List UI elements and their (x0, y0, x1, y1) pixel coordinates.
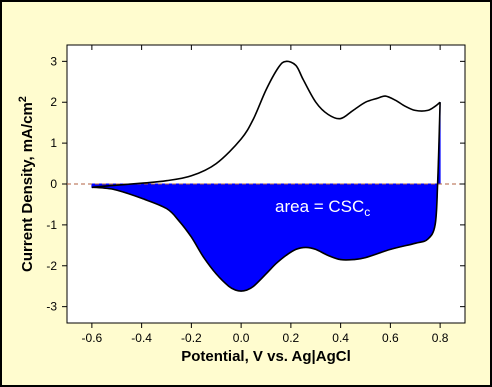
x-tick-label: 0.6 (382, 331, 399, 345)
y-axis-title: Current Density, mA/cm2 (17, 96, 36, 272)
cathodic-curve (91, 102, 441, 292)
area-annotation: area = CSCc (275, 197, 370, 219)
x-tick-label: 0.2 (283, 331, 300, 345)
x-tick-label: -0.6 (82, 331, 103, 345)
y-tick-label: -3 (46, 300, 57, 314)
y-tick-label: -1 (46, 218, 57, 232)
y-tick-label: 3 (50, 54, 57, 68)
x-axis-title: Potential, V vs. Ag|AgCl (181, 348, 351, 365)
x-tick-label: -0.4 (131, 331, 152, 345)
x-tick-label: -0.2 (181, 331, 202, 345)
y-tick-label: 0 (50, 177, 57, 191)
y-tick-label: 2 (50, 95, 57, 109)
x-tick-label: 0.8 (432, 331, 449, 345)
anodic-curve (91, 60, 441, 189)
y-tick-label: -2 (46, 259, 57, 273)
y-tick-label: 1 (50, 136, 57, 150)
x-tick-label: 0.4 (332, 331, 349, 345)
x-tick-label: 0.0 (233, 331, 250, 345)
